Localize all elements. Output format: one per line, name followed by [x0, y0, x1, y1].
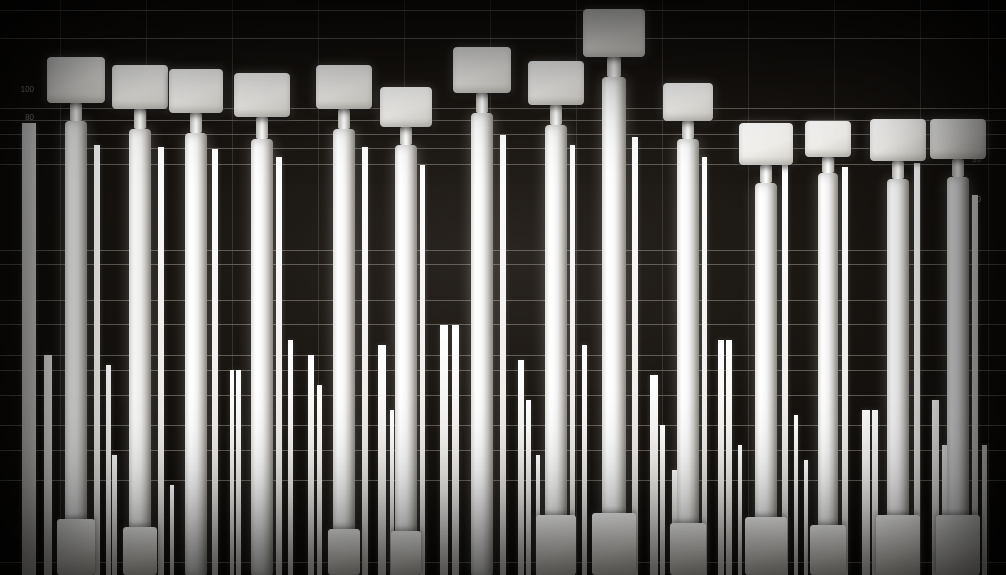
pillar-foot [876, 515, 920, 575]
pillar-neck [256, 117, 268, 139]
pillar-neck [400, 127, 412, 145]
pillar-cap [453, 47, 511, 93]
pillar-body [185, 133, 207, 575]
pillar-neck [682, 121, 694, 139]
thin-bar [158, 147, 164, 575]
pillar-neck [822, 157, 833, 173]
thin-bar [236, 370, 241, 575]
pillar-body [545, 125, 567, 575]
pillar-body [395, 145, 417, 575]
pillar-foot [670, 523, 706, 575]
thin-bar [718, 340, 724, 575]
thin-bar [230, 370, 234, 575]
thin-bar [660, 425, 665, 575]
pillar-neck [134, 109, 146, 129]
pillar-cap [316, 65, 372, 109]
pillar-cap [380, 87, 432, 127]
thin-bar [782, 165, 788, 575]
pillar-neck [607, 57, 620, 77]
pillar-foot [810, 525, 846, 575]
thin-bar [518, 360, 524, 575]
pillar-neck [952, 159, 964, 177]
thin-bar [212, 149, 218, 575]
thin-bar [570, 145, 575, 575]
grid-h-line [0, 38, 1006, 39]
thin-bar [308, 355, 314, 575]
thin-bar [22, 123, 36, 575]
thin-bar [44, 355, 52, 575]
pillar-cap [112, 65, 168, 109]
thin-bar [440, 325, 448, 575]
pillar-body [471, 113, 493, 575]
pillar-foot [391, 531, 421, 575]
pillar-body [65, 121, 87, 575]
y-axis-left-label: 80 [0, 114, 34, 122]
thin-bar [794, 415, 798, 575]
thin-bar [500, 135, 506, 575]
y-axis-left-label: 100 [0, 86, 34, 94]
thin-bar [982, 445, 987, 575]
pillar-body [677, 139, 699, 575]
thin-bar [288, 340, 293, 575]
grid-h-line [0, 120, 1006, 121]
pillar-foot [328, 529, 360, 575]
thin-bar [526, 400, 531, 575]
pillar-foot [936, 515, 980, 575]
pillar-body [129, 129, 151, 575]
pillar-cap [870, 119, 926, 161]
thin-bar [452, 325, 459, 575]
thin-bar [276, 157, 282, 575]
pillar-neck [190, 113, 202, 133]
thin-bar [420, 165, 425, 575]
thin-bar [378, 345, 386, 575]
thin-bar [112, 455, 117, 575]
thin-bar [702, 157, 707, 575]
thin-bar [582, 345, 587, 575]
thin-bar [106, 365, 111, 575]
thin-bar [738, 445, 742, 575]
pillar-body [602, 77, 626, 575]
pillar-foot [592, 513, 636, 575]
pillar-body [251, 139, 273, 575]
pillar-cap [169, 69, 223, 113]
thin-bar [650, 375, 658, 575]
pillar-neck [70, 103, 82, 121]
pillar-neck [550, 105, 562, 125]
chart-stage: 10080605040302010509070 [0, 0, 1006, 575]
pillar-foot [745, 517, 787, 575]
pillar-neck [760, 165, 772, 183]
pillar-cap [805, 121, 851, 157]
thin-bar [804, 460, 808, 575]
thin-bar [914, 163, 920, 575]
grid-v-line [748, 0, 749, 575]
pillar-cap [930, 119, 986, 159]
pillar-neck [476, 93, 488, 113]
pillar-body [333, 129, 355, 575]
grid-h-line [0, 10, 1006, 11]
thin-bar [632, 137, 638, 575]
pillar-body [818, 173, 838, 575]
thin-bar [842, 167, 848, 575]
pillar-cap [739, 123, 793, 165]
pillar-foot [123, 527, 157, 575]
pillar-foot [57, 519, 95, 575]
pillar-cap [583, 9, 645, 57]
pillar-foot [536, 515, 576, 575]
pillar-neck [338, 109, 350, 129]
pillar-cap [663, 83, 713, 121]
thin-bar [862, 410, 870, 575]
pillar-neck [892, 161, 904, 179]
thin-bar [317, 385, 322, 575]
grid-v-line [920, 0, 921, 575]
thin-bar [94, 145, 100, 575]
thin-bar [170, 485, 174, 575]
grid-v-line [988, 0, 989, 575]
thin-bar [726, 340, 732, 575]
thin-bar [362, 147, 368, 575]
pillar-cap [528, 61, 584, 105]
pillar-cap [47, 57, 105, 103]
pillar-cap [234, 73, 290, 117]
